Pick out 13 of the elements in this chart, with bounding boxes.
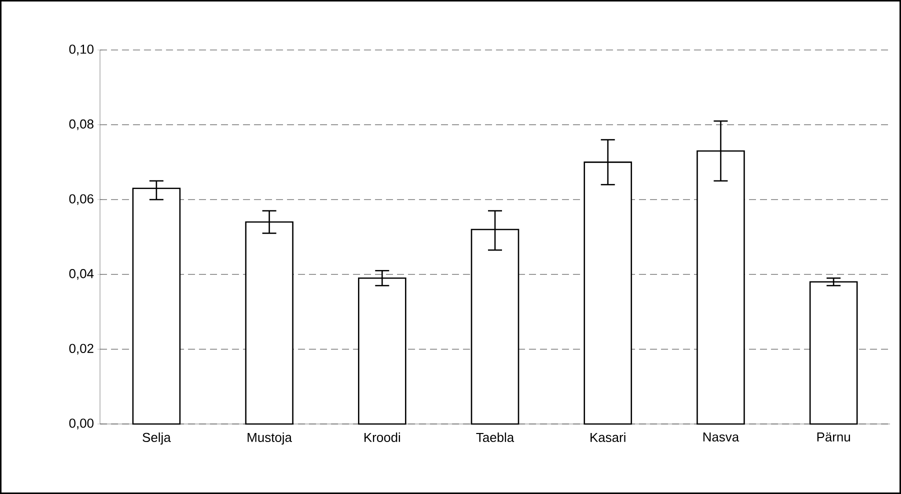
x-tick-label: Kroodi [364, 432, 400, 442]
y-tick-label: 0,08 [69, 119, 94, 130]
x-tick-label: Nasva [703, 432, 740, 442]
x-tick-label: Selja [142, 432, 171, 445]
x-tick-label: Kasari [590, 432, 626, 442]
x-tick-label: Taebla [476, 432, 514, 442]
y-tick-label: 0,02 [69, 344, 94, 355]
y-tick-label: 0,10 [69, 44, 94, 56]
x-tick-label: Mustoja [248, 432, 292, 445]
y-tick-label: 0,04 [69, 269, 94, 280]
y-tick-label: 0,06 [69, 194, 94, 205]
x-tick-label: Pärnu [817, 432, 850, 442]
y-tick-label: 0,00 [69, 418, 94, 430]
